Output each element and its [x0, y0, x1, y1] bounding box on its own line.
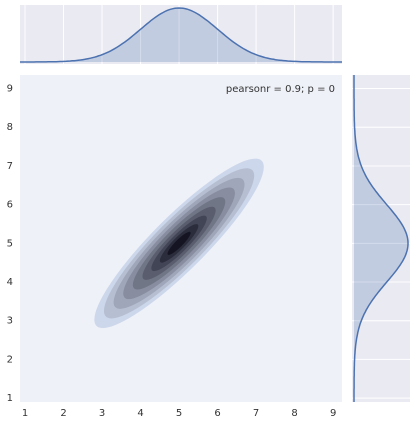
- kde-contour: [167, 231, 191, 255]
- x-tick-label: 9: [330, 408, 336, 419]
- top-marginal-bg: [20, 5, 342, 64]
- annotation: pearsonr = 0.9; p = 0: [226, 84, 335, 95]
- x-tick-label: 8: [291, 408, 297, 419]
- y-tick-label: 7: [7, 161, 13, 172]
- y-tick-label: 2: [7, 354, 13, 365]
- x-tick-label: 3: [99, 408, 105, 419]
- right-marginal-bg: [352, 75, 410, 402]
- y-tick-label: 8: [7, 122, 13, 133]
- x-tick-label: 7: [253, 408, 259, 419]
- marginal-x-fill: [20, 8, 342, 62]
- y-tick-label: 3: [7, 316, 13, 327]
- y-tick-label: 4: [7, 277, 13, 288]
- y-tick-label: 6: [7, 200, 13, 211]
- x-tick-label: 6: [214, 408, 220, 419]
- x-tick-label: 5: [176, 408, 182, 419]
- y-tick-label: 5: [7, 238, 13, 249]
- marginal-y: [353, 75, 409, 402]
- x-tick-label: 2: [60, 408, 66, 419]
- y-tick-label: 9: [7, 84, 13, 95]
- x-tick-label: 4: [137, 408, 143, 419]
- x-tick-label: 1: [22, 408, 28, 419]
- marginal-x: [20, 7, 342, 63]
- y-tick-label: 1: [7, 393, 13, 404]
- marginal-y-fill: [354, 75, 408, 402]
